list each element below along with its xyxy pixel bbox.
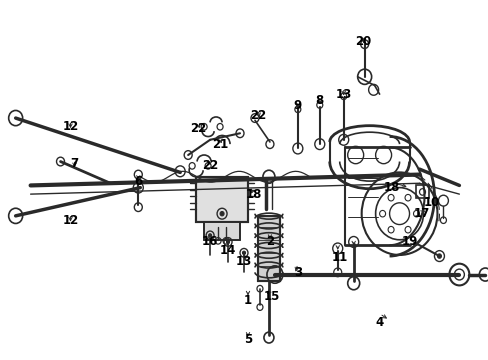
Text: 22: 22 — [190, 122, 206, 135]
Text: 12: 12 — [62, 120, 79, 133]
Text: 17: 17 — [412, 207, 429, 220]
Text: 1: 1 — [244, 294, 251, 307]
Text: 20: 20 — [355, 36, 371, 49]
Bar — [258, 216, 279, 281]
Bar — [203, 222, 240, 240]
Text: 13: 13 — [235, 255, 252, 268]
Bar — [196, 177, 247, 222]
Circle shape — [208, 234, 211, 237]
Text: 15: 15 — [263, 290, 280, 303]
Bar — [415, 185, 428, 198]
Text: 16: 16 — [202, 235, 218, 248]
Text: 4: 4 — [375, 316, 383, 329]
Bar — [196, 177, 247, 222]
Text: 9: 9 — [293, 99, 302, 112]
Text: 18: 18 — [383, 181, 399, 194]
Text: 10: 10 — [423, 196, 439, 209]
Text: 22: 22 — [249, 109, 265, 122]
Text: 7: 7 — [70, 157, 79, 170]
Text: 12: 12 — [62, 214, 79, 227]
Text: 18: 18 — [245, 188, 262, 201]
Text: 13: 13 — [335, 87, 351, 101]
Text: 21: 21 — [211, 138, 228, 150]
Text: 22: 22 — [202, 159, 218, 172]
Text: 11: 11 — [331, 251, 347, 264]
Text: 5: 5 — [244, 333, 252, 346]
Text: 14: 14 — [220, 244, 236, 257]
Text: 2: 2 — [265, 235, 273, 248]
Text: 3: 3 — [293, 266, 301, 279]
Text: 8: 8 — [315, 94, 323, 107]
Text: 6: 6 — [134, 175, 142, 188]
Circle shape — [226, 240, 229, 244]
Circle shape — [437, 254, 441, 258]
Circle shape — [220, 212, 224, 216]
Text: 19: 19 — [401, 235, 417, 248]
Bar — [258, 216, 279, 281]
Circle shape — [242, 251, 245, 255]
Bar — [203, 222, 240, 240]
